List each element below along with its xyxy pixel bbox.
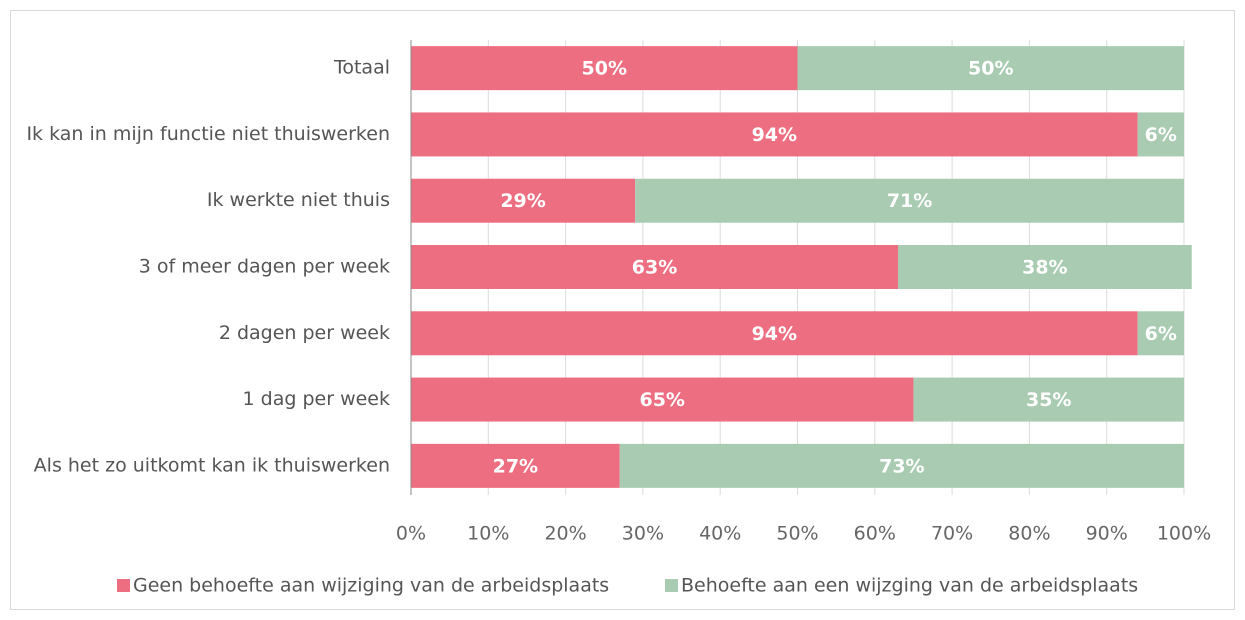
data-label: 65% (639, 389, 684, 411)
bar-segment (619, 443, 1184, 488)
category-label: 1 dag per week (243, 388, 390, 410)
bar-segment (411, 46, 798, 91)
bar-segment (797, 46, 1184, 91)
x-tick-label: 0% (396, 523, 426, 545)
data-label: 35% (1026, 389, 1071, 411)
bar-segment (1137, 311, 1184, 356)
bar-segment (411, 245, 898, 289)
category-label: Totaal (333, 57, 390, 79)
x-tick-label: 90% (1086, 523, 1128, 545)
x-tick-label: 70% (931, 523, 973, 545)
category-label: Ik werkte niet thuis (207, 189, 390, 211)
bar-segment (635, 178, 1184, 223)
data-label: 50% (582, 58, 627, 80)
x-tick-label: 80% (1008, 523, 1050, 545)
data-label: 94% (752, 124, 797, 146)
x-tick-label: 50% (776, 523, 818, 545)
x-tick-label: 40% (699, 523, 741, 545)
data-label: 94% (752, 323, 797, 345)
data-label: 50% (968, 58, 1013, 80)
legend-label: Behoefte aan een wijzging van de arbeids… (681, 575, 1138, 597)
bar-segment (411, 311, 1138, 356)
data-label: 27% (493, 455, 538, 477)
legend-swatch (117, 579, 130, 592)
data-label: 71% (887, 190, 932, 212)
x-tick-label: 20% (544, 523, 586, 545)
bar-segment (411, 377, 914, 422)
bar-segment (913, 377, 1184, 422)
data-label: 63% (632, 257, 677, 279)
x-tick-label: 30% (622, 523, 664, 545)
x-tick-label: 60% (854, 523, 896, 545)
data-label: 38% (1022, 257, 1067, 279)
bar-segment (897, 245, 1192, 289)
x-tick-label: 10% (467, 523, 509, 545)
bar-segment (411, 443, 620, 488)
legend-swatch (665, 579, 678, 592)
data-label: 6% (1145, 323, 1177, 345)
chart-frame (10, 10, 1235, 610)
bar-segment (1137, 112, 1184, 157)
legend-label: Geen behoefte aan wijziging van de arbei… (133, 575, 609, 597)
data-label: 6% (1145, 124, 1177, 146)
category-label: 3 of meer dagen per week (139, 256, 390, 278)
bar-segment (411, 178, 636, 223)
category-label: Als het zo uitkomt kan ik thuiswerken (34, 454, 390, 476)
x-tick-label: 100% (1157, 523, 1211, 545)
category-label: 2 dagen per week (219, 322, 390, 344)
data-label: 29% (500, 190, 545, 212)
data-label: 73% (879, 455, 924, 477)
category-label: Ik kan in mijn functie niet thuiswerken (26, 123, 390, 145)
bar-segment (411, 112, 1138, 157)
